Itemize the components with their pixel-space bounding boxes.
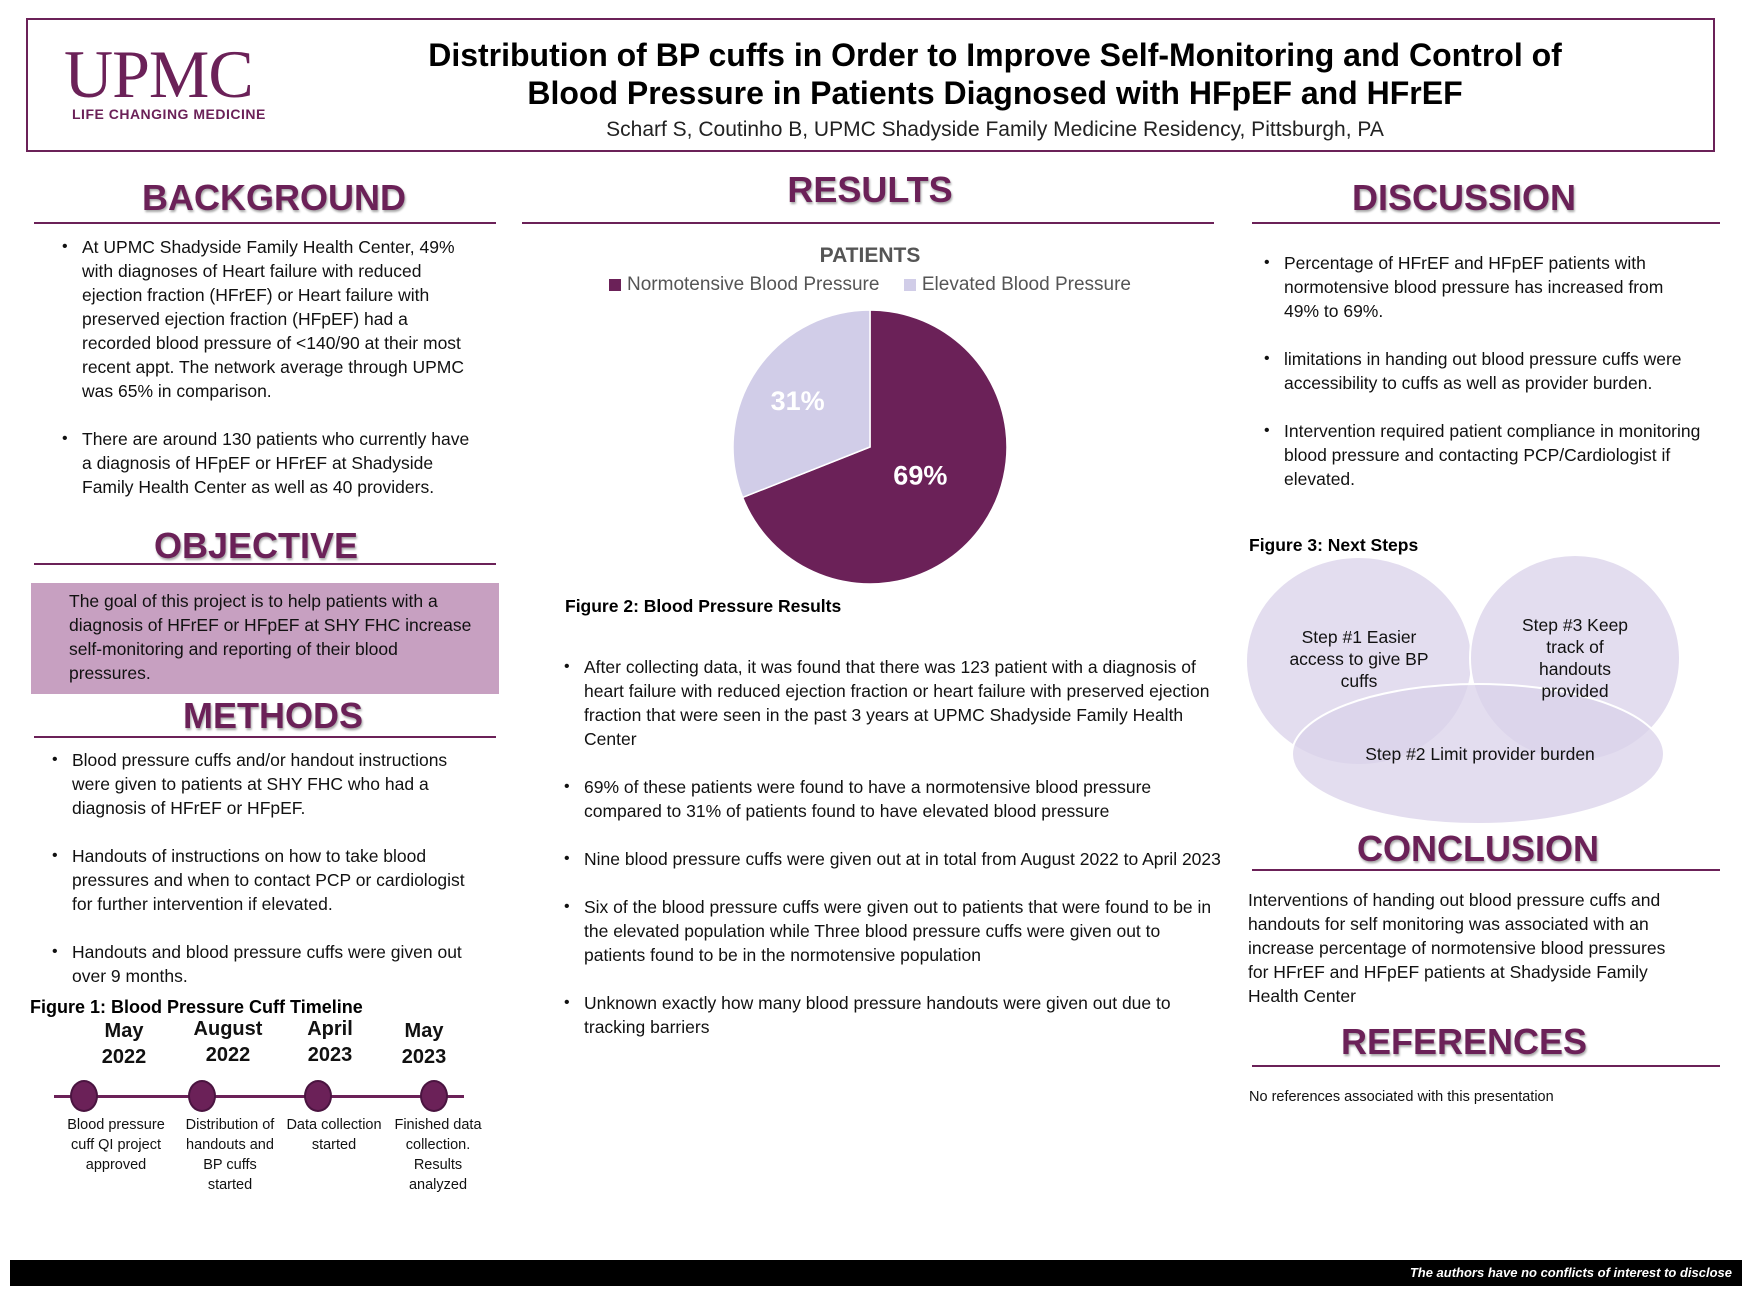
- methods-heading: METHODS: [183, 695, 363, 736]
- results-body: After collecting data, it was found that…: [562, 655, 1222, 1063]
- objective-box: The goal of this project is to help pati…: [31, 583, 499, 694]
- references-rule: [1252, 1065, 1720, 1067]
- pie-data-label: 69%: [893, 460, 947, 490]
- venn-label-step3: Step #3 Keep track of handouts provided: [1521, 615, 1629, 701]
- results-bullet: After collecting data, it was found that…: [564, 655, 1222, 751]
- results-bullet: Nine blood pressure cuffs were given out…: [564, 847, 1222, 871]
- methods-body: Blood pressure cuffs and/or handout inst…: [50, 748, 470, 1012]
- venn-label-step1: Step #1 Easier access to give BP cuffs: [1289, 627, 1429, 691]
- logo-tagline: LIFE CHANGING MEDICINE: [72, 106, 266, 122]
- chart-title: PATIENTS: [819, 244, 921, 267]
- footer-bar: The authors have no conflicts of interes…: [10, 1260, 1742, 1286]
- timeline-desc: Blood pressure cuff QI project approved: [67, 1117, 165, 1173]
- objective-rule: [34, 563, 496, 565]
- venn-label-step2: Step #2 Limit provider burden: [1365, 744, 1595, 764]
- conclusion-rule: [1252, 869, 1720, 871]
- objective-text: The goal of this project is to help pati…: [69, 591, 472, 683]
- results-bullet: Six of the blood pressure cuffs were giv…: [564, 895, 1222, 967]
- header-banner: [26, 18, 1715, 152]
- objective-heading: OBJECTIVE: [153, 525, 359, 566]
- background-rule: [34, 222, 496, 224]
- methods-bullet: Handouts of instructions on how to take …: [52, 844, 470, 916]
- timeline-caption: Figure 1: Blood Pressure Cuff Timeline: [30, 997, 363, 1017]
- timeline-axis: [54, 1095, 464, 1098]
- timeline-date: May 2023: [401, 1020, 447, 1068]
- discussion-bullet: Intervention required patient compliance…: [1264, 419, 1702, 491]
- conclusion-heading: CONCLUSION: [1357, 828, 1599, 869]
- upmc-logo: UPMC: [64, 36, 254, 112]
- timeline-marker: [420, 1080, 448, 1112]
- references-heading: REFERENCES: [1340, 1021, 1588, 1062]
- background-body: At UPMC Shadyside Family Health Center, …: [60, 235, 480, 523]
- legend-swatch: [609, 279, 622, 291]
- methods-bullet: Handouts and blood pressure cuffs were g…: [52, 940, 470, 988]
- timeline-marker: [304, 1080, 332, 1112]
- references-text: No references associated with this prese…: [1249, 1089, 1554, 1105]
- pie-data-label: 31%: [771, 386, 825, 416]
- methods-rule: [34, 736, 496, 738]
- results-bullet: Unknown exactly how many blood pressure …: [564, 991, 1222, 1039]
- timeline-date: May 2022: [101, 1020, 147, 1068]
- legend-swatch: [903, 279, 916, 291]
- timeline-date: April 2023: [307, 1018, 353, 1066]
- timeline-desc: Distribution of handouts and BP cuffs st…: [185, 1117, 275, 1193]
- timeline-desc: Finished data collection. Results analyz…: [394, 1117, 482, 1193]
- title-line-2: Blood Pressure in Patients Diagnosed wit…: [527, 75, 1463, 111]
- legend-item-elevated: Elevated Blood Pressure: [903, 274, 1131, 296]
- conclusion-text: Interventions of handing out blood press…: [1248, 890, 1666, 1006]
- results-rule: [522, 222, 1214, 224]
- pie-chart: 69% 31%: [732, 309, 1008, 585]
- background-bullet: There are around 130 patients who curren…: [62, 427, 480, 499]
- footer-disclosure: The authors have no conflicts of interes…: [1409, 1265, 1732, 1280]
- timeline-desc: Data collection started: [286, 1117, 382, 1153]
- discussion-bullet: Percentage of HFrEF and HFpEF patients w…: [1264, 251, 1702, 323]
- authors-line: Scharf S, Coutinho B, UPMC Shadyside Fam…: [606, 118, 1384, 141]
- results-bullet: 69% of these patients were found to have…: [564, 775, 1222, 823]
- venn-diagram: [1245, 555, 1680, 825]
- methods-bullet: Blood pressure cuffs and/or handout inst…: [52, 748, 470, 820]
- background-bullet: At UPMC Shadyside Family Health Center, …: [62, 235, 480, 403]
- timeline-marker: [188, 1080, 216, 1112]
- discussion-bullet: limitations in handing out blood pressur…: [1264, 347, 1702, 395]
- next-steps-caption: Figure 3: Next Steps: [1249, 535, 1419, 555]
- discussion-body: Percentage of HFrEF and HFpEF patients w…: [1262, 251, 1702, 515]
- pie-slice: [732, 309, 871, 499]
- poster-title: Distribution of BP cuffs in Order to Imp…: [390, 36, 1600, 112]
- legend-item-normotensive: Normotensive Blood Pressure: [609, 274, 879, 296]
- timeline-marker: [70, 1080, 98, 1112]
- results-heading: RESULTS: [787, 169, 953, 210]
- pie-slice: [741, 309, 1008, 585]
- timeline-date: August 2022: [193, 1018, 263, 1066]
- background-heading: BACKGROUND: [142, 177, 406, 218]
- title-line-1: Distribution of BP cuffs in Order to Imp…: [428, 37, 1562, 73]
- results-figure-caption: Figure 2: Blood Pressure Results: [565, 596, 842, 616]
- chart-legend: Normotensive Blood Pressure Elevated Blo…: [522, 274, 1218, 296]
- venn-circle-step2: [1291, 683, 1665, 825]
- discussion-heading: DISCUSSION: [1351, 177, 1577, 218]
- discussion-rule: [1252, 222, 1720, 224]
